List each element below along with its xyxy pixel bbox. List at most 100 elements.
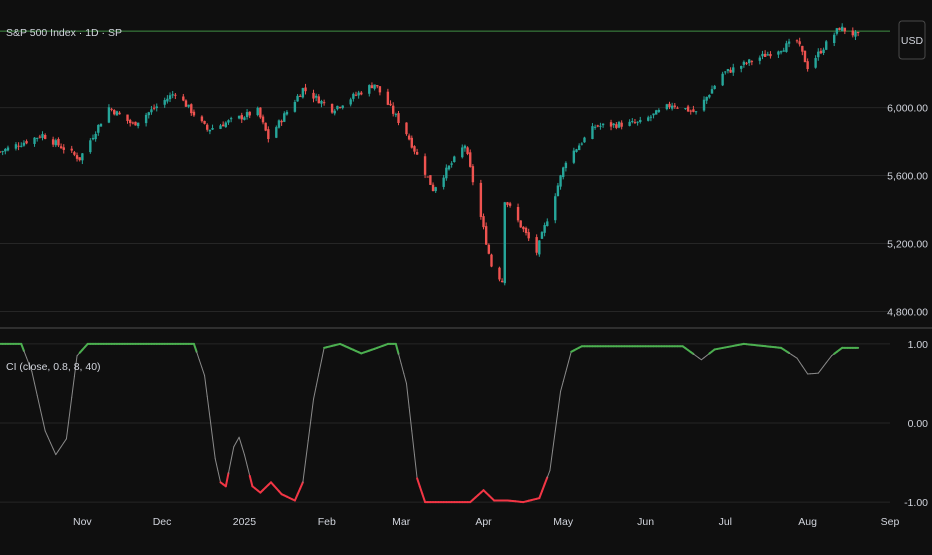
candle-body <box>79 157 81 160</box>
candle-body <box>554 196 556 220</box>
candle-body <box>373 84 375 88</box>
candle-body <box>525 228 527 233</box>
price-tick-label: 6,000.00 <box>887 103 928 115</box>
time-tick-label: 2025 <box>233 516 257 528</box>
candle-body <box>453 157 455 162</box>
candle-body <box>371 85 373 88</box>
candle-body <box>315 96 317 98</box>
indicator-tick-label: -1.00 <box>904 497 928 509</box>
candle-body <box>602 124 604 125</box>
candle-body <box>201 117 203 122</box>
candle-body <box>238 116 240 119</box>
candle-body <box>182 97 184 101</box>
currency-button[interactable]: USD <box>899 21 925 59</box>
candle-body <box>246 112 248 117</box>
candle-body <box>392 106 394 114</box>
candle-body <box>668 104 670 107</box>
candle-body <box>761 54 763 56</box>
candle-body <box>613 124 615 125</box>
candle-body <box>575 149 577 152</box>
candle-body <box>148 112 150 115</box>
currency-label: USD <box>901 35 924 47</box>
candle-body <box>118 113 120 115</box>
candle-body <box>209 130 211 132</box>
candle-body <box>39 137 41 138</box>
candle-body <box>796 40 798 41</box>
candle-body <box>424 156 426 175</box>
candle-body <box>1 151 3 152</box>
candle-body <box>110 109 112 110</box>
candle-body <box>435 187 437 191</box>
candle-body <box>857 32 859 33</box>
candle-body <box>480 183 482 217</box>
time-tick-label: Apr <box>475 516 492 528</box>
candle-body <box>557 185 559 196</box>
candle-body <box>355 95 357 96</box>
indicator-tick-label: 0.00 <box>908 418 929 430</box>
candle-body <box>783 50 785 51</box>
candle-body <box>504 202 506 283</box>
candle-body <box>817 52 819 58</box>
candle-body <box>153 108 155 109</box>
candle-body <box>166 99 168 102</box>
chart-title: S&P 500 Index · 1D · SP <box>6 27 122 39</box>
time-tick-label: Feb <box>318 516 336 528</box>
candle-body <box>844 28 846 32</box>
candle-body <box>432 185 434 191</box>
candle-body <box>225 123 227 128</box>
candle-body <box>427 176 429 177</box>
candle-body <box>336 106 338 109</box>
candle-body <box>0 152 1 153</box>
candle-body <box>652 113 654 115</box>
candle-body <box>546 221 548 226</box>
candle-body <box>116 111 118 115</box>
candle-body <box>113 110 115 114</box>
candle-body <box>814 58 816 68</box>
candle-body <box>650 117 652 118</box>
candle-body <box>852 30 854 35</box>
indicator-label: CI (close, 0.8, 8, 40) <box>6 361 101 373</box>
candle-body <box>705 97 707 101</box>
time-tick-label: Mar <box>392 516 411 528</box>
candle-body <box>126 115 128 121</box>
candle-body <box>522 227 524 229</box>
candle-body <box>442 178 444 187</box>
candle-body <box>286 112 288 115</box>
candle-body <box>413 146 415 152</box>
candle-body <box>304 87 306 91</box>
candle-body <box>262 117 264 123</box>
candle-body <box>751 61 753 62</box>
candle-body <box>488 245 490 254</box>
candle-body <box>408 136 410 140</box>
candle-body <box>23 143 25 146</box>
candle-body <box>411 138 413 148</box>
candle-body <box>334 111 336 114</box>
candle-body <box>466 147 468 154</box>
candle-body <box>777 51 779 54</box>
candle-body <box>732 67 734 72</box>
candle-body <box>203 121 205 124</box>
candle-body <box>565 163 567 168</box>
candle-body <box>801 46 803 52</box>
time-tick-label: Aug <box>798 516 817 528</box>
candle-body <box>395 114 397 115</box>
candle-body <box>591 126 593 139</box>
candle-body <box>482 216 484 227</box>
candle-body <box>81 153 83 160</box>
candle-body <box>4 149 6 151</box>
candle-body <box>342 106 344 108</box>
candle-body <box>674 106 676 107</box>
candle-body <box>490 255 492 267</box>
candle-body <box>695 111 697 112</box>
candle-body <box>352 94 354 99</box>
candle-body <box>230 118 232 119</box>
candle-body <box>280 121 282 122</box>
candle-body <box>89 140 91 152</box>
candle-body <box>501 281 503 282</box>
candle-body <box>55 140 57 145</box>
candle-body <box>379 86 381 92</box>
candle-body <box>299 96 301 97</box>
candle-body <box>543 225 545 233</box>
candle-body <box>171 94 173 95</box>
